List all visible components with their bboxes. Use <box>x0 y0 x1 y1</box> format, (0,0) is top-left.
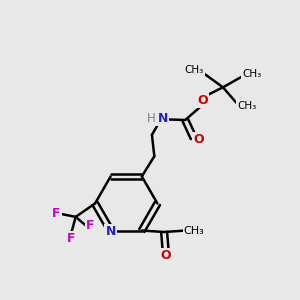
Text: F: F <box>67 232 76 245</box>
Text: F: F <box>86 219 95 232</box>
Text: O: O <box>160 249 171 262</box>
Text: O: O <box>198 94 208 107</box>
Text: H: H <box>147 112 156 125</box>
Text: N: N <box>158 112 168 125</box>
Text: CH₃: CH₃ <box>184 226 204 236</box>
Text: CH₃: CH₃ <box>184 65 204 75</box>
Text: F: F <box>52 207 61 220</box>
Text: N: N <box>105 225 116 238</box>
Text: O: O <box>194 133 204 146</box>
Text: CH₃: CH₃ <box>242 69 261 79</box>
Text: CH₃: CH₃ <box>237 101 256 111</box>
